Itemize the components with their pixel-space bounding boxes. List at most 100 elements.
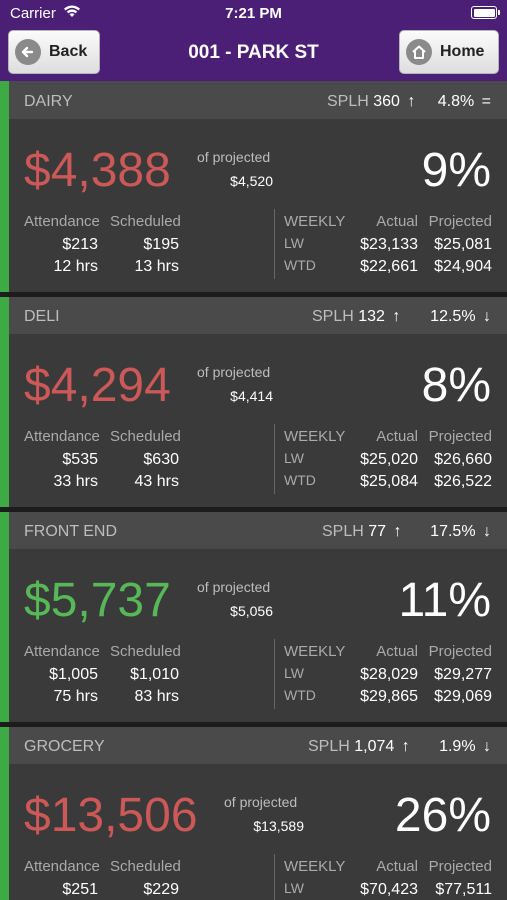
sales-amount: $4,294 bbox=[24, 359, 171, 412]
lw-projected: $26,660 bbox=[434, 451, 492, 468]
lw-label: LW bbox=[284, 665, 304, 681]
projected-label: Projected bbox=[428, 643, 492, 660]
lw-projected: $77,511 bbox=[435, 881, 492, 898]
card-separator bbox=[0, 507, 507, 512]
scheduled-label: Scheduled bbox=[110, 213, 181, 230]
wtd-actual: $25,084 bbox=[360, 473, 418, 490]
home-button-label: Home bbox=[440, 43, 485, 60]
actual-label: Actual bbox=[376, 858, 418, 875]
projected-label: Projected bbox=[428, 858, 492, 875]
actual-label: Actual bbox=[376, 643, 418, 660]
of-projected-label: of projected bbox=[197, 579, 271, 595]
splh-trend-icon: ↑ bbox=[393, 523, 402, 540]
labor-trend-icon: ↓ bbox=[483, 308, 491, 325]
sales-amount: $5,737 bbox=[24, 574, 171, 627]
attendance-label: Attendance bbox=[24, 858, 100, 875]
percent-of-sales: 9% bbox=[421, 144, 491, 197]
lw-label: LW bbox=[284, 450, 304, 466]
attendance-value: $251 bbox=[62, 881, 98, 898]
department-card[interactable]: GROCERY SPLH 1,074 ↑ 1.9% ↓ $13,506 of p… bbox=[0, 726, 507, 900]
card-separator bbox=[0, 292, 507, 297]
battery-icon bbox=[471, 6, 500, 19]
of-projected-label: of projected bbox=[224, 794, 298, 810]
department-card[interactable]: FRONT END SPLH 77 ↑ 17.5% ↓ $5,737 of pr… bbox=[0, 511, 507, 726]
wtd-actual: $22,661 bbox=[360, 258, 418, 275]
labor-percent: 1.9% ↓ bbox=[439, 738, 491, 756]
wtd-projected: $24,904 bbox=[434, 258, 492, 275]
splh-trend-icon: ↑ bbox=[407, 93, 416, 110]
department-name: GROCERY bbox=[24, 738, 105, 755]
lw-actual: $23,133 bbox=[360, 236, 418, 253]
lw-actual: $70,423 bbox=[360, 881, 418, 898]
splh-label: SPLH bbox=[312, 308, 354, 325]
department-header: GROCERY SPLH 1,074 ↑ 1.9% ↓ bbox=[9, 726, 507, 764]
sales-amount: $13,506 bbox=[24, 789, 198, 842]
projected-label: Projected bbox=[428, 428, 492, 445]
wtd-projected: $29,069 bbox=[434, 688, 492, 705]
percent-of-sales: 8% bbox=[421, 359, 491, 412]
lw-label: LW bbox=[284, 235, 304, 251]
nav-bar: Back 001 - PARK ST Home bbox=[0, 26, 507, 81]
weekly-label: WEEKLY bbox=[284, 213, 346, 230]
splh-metric: SPLH 360 ↑ bbox=[327, 93, 415, 111]
splh-label: SPLH bbox=[322, 523, 364, 540]
card-separator bbox=[0, 722, 507, 727]
labor-percent: 4.8% = bbox=[438, 93, 491, 111]
home-icon bbox=[406, 39, 432, 65]
splh-trend-icon: ↑ bbox=[401, 738, 410, 755]
scheduled-value: $195 bbox=[143, 236, 179, 253]
sales-amount: $4,388 bbox=[24, 144, 171, 197]
percent-of-sales: 26% bbox=[394, 789, 491, 842]
percent-of-sales: 11% bbox=[398, 574, 491, 627]
actual-label: Actual bbox=[376, 213, 418, 230]
home-button[interactable]: Home bbox=[399, 30, 499, 74]
splh-value: 132 bbox=[358, 308, 385, 325]
splh-metric: SPLH 77 ↑ bbox=[322, 523, 402, 541]
scheduled-value: $229 bbox=[143, 881, 179, 898]
attendance-hours: 33 hrs bbox=[53, 473, 98, 490]
labor-trend-icon: ↓ bbox=[483, 738, 491, 755]
splh-value: 1,074 bbox=[354, 738, 395, 755]
actual-label: Actual bbox=[376, 428, 418, 445]
department-name: DAIRY bbox=[24, 93, 73, 110]
weekly-label: WEEKLY bbox=[284, 428, 346, 445]
splh-label: SPLH bbox=[327, 93, 369, 110]
department-name: DELI bbox=[24, 308, 60, 325]
status-time: 7:21 PM bbox=[225, 5, 282, 22]
lw-actual: $25,020 bbox=[360, 451, 418, 468]
column-divider bbox=[274, 854, 275, 900]
labor-percent: 12.5% ↓ bbox=[430, 308, 491, 326]
labor-trend-icon: ↓ bbox=[483, 523, 491, 540]
department-header: FRONT END SPLH 77 ↑ 17.5% ↓ bbox=[9, 511, 507, 549]
splh-label: SPLH bbox=[308, 738, 350, 755]
attendance-label: Attendance bbox=[24, 643, 100, 660]
scheduled-label: Scheduled bbox=[110, 858, 181, 875]
back-button-label: Back bbox=[49, 43, 88, 60]
wtd-label: WTD bbox=[284, 472, 316, 488]
scheduled-hours: 43 hrs bbox=[134, 473, 179, 490]
department-card[interactable]: DAIRY SPLH 360 ↑ 4.8% = $4,388 of projec… bbox=[0, 81, 507, 296]
weekly-label: WEEKLY bbox=[284, 643, 346, 660]
labor-percent-value: 17.5% bbox=[430, 523, 476, 540]
labor-percent-value: 4.8% bbox=[437, 93, 475, 110]
column-divider bbox=[274, 209, 275, 279]
column-divider bbox=[274, 639, 275, 709]
splh-value: 360 bbox=[373, 93, 400, 110]
labor-percent-value: 12.5% bbox=[430, 308, 476, 325]
department-header: DAIRY SPLH 360 ↑ 4.8% = bbox=[9, 81, 507, 119]
splh-metric: SPLH 1,074 ↑ bbox=[308, 738, 410, 756]
attendance-hours: 12 hrs bbox=[53, 258, 98, 275]
scheduled-hours: 83 hrs bbox=[134, 688, 179, 705]
splh-value: 77 bbox=[368, 523, 387, 540]
wtd-projected: $26,522 bbox=[434, 473, 492, 490]
department-card[interactable]: DELI SPLH 132 ↑ 12.5% ↓ $4,294 of projec… bbox=[0, 296, 507, 511]
back-button[interactable]: Back bbox=[8, 30, 100, 74]
projected-amount: $4,414 bbox=[230, 388, 273, 404]
labor-percent: 17.5% ↓ bbox=[430, 523, 491, 541]
carrier-label: Carrier bbox=[10, 5, 56, 22]
wtd-actual: $29,865 bbox=[360, 688, 418, 705]
attendance-value: $535 bbox=[62, 451, 98, 468]
column-divider bbox=[274, 424, 275, 494]
lw-projected: $29,277 bbox=[434, 666, 492, 683]
weekly-label: WEEKLY bbox=[284, 858, 346, 875]
